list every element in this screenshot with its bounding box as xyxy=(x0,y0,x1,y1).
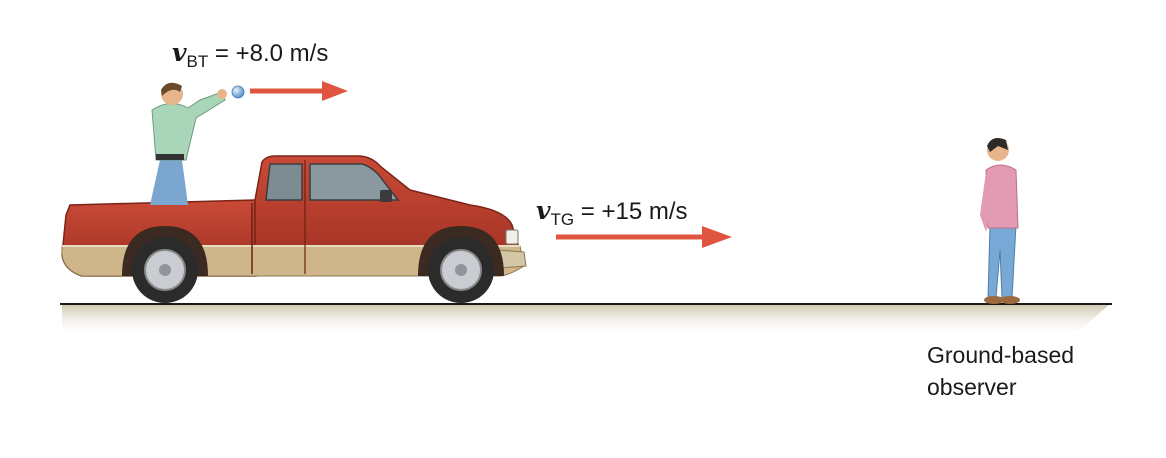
truck-velocity-value: = +15 m/s xyxy=(574,198,688,225)
ball-velocity-label: vBT = +8.0 m/s xyxy=(172,38,329,71)
ground-observer-person xyxy=(980,138,1020,304)
observer-caption: Ground-based observer xyxy=(927,339,1074,403)
ball-velocity-arrow xyxy=(250,81,348,101)
ball xyxy=(231,85,245,99)
velocity-symbol: v xyxy=(172,38,187,67)
rear-wheel xyxy=(132,237,198,303)
velocity-symbol: v xyxy=(536,196,551,225)
ball-velocity-subscript: BT xyxy=(186,52,209,71)
observer-caption-line2: observer xyxy=(927,374,1017,400)
truck-velocity-label: vTG = +15 m/s xyxy=(536,196,688,229)
front-wheel xyxy=(428,237,494,303)
observer-caption-line1: Ground-based xyxy=(927,342,1075,368)
ground xyxy=(60,303,1112,338)
thrower-person xyxy=(150,82,227,205)
ball-velocity-value: = +8.0 m/s xyxy=(208,40,329,67)
truck-velocity-arrow xyxy=(556,226,732,248)
truck-velocity-subscript: TG xyxy=(550,210,575,229)
